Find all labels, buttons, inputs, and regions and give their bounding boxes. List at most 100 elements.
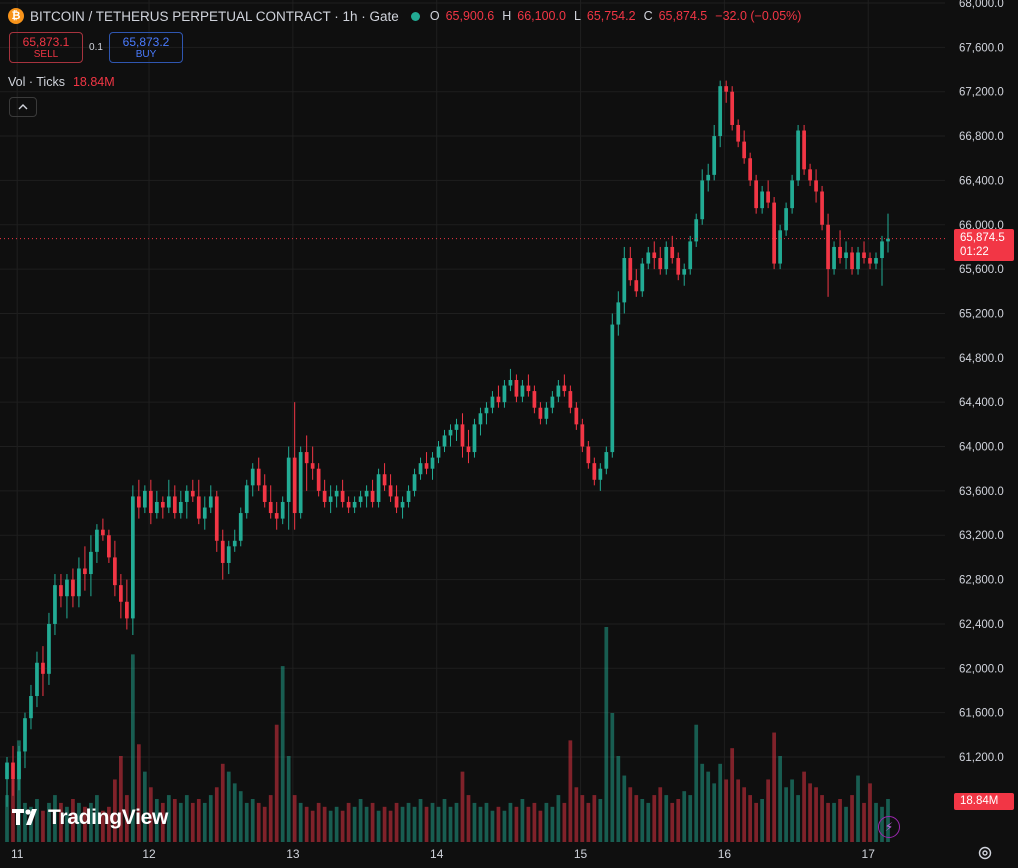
lightning-icon[interactable]: ⚡	[878, 816, 900, 838]
candle-body	[310, 463, 315, 469]
buy-button[interactable]: 65,873.2 BUY	[109, 32, 183, 63]
volume-bar	[574, 787, 579, 842]
gear-icon[interactable]	[977, 845, 993, 861]
candle-body	[730, 91, 735, 125]
volume-bar	[334, 806, 339, 842]
volume-bar	[724, 779, 729, 842]
volume-bar	[520, 799, 525, 842]
high-value: 66,100.0	[517, 9, 566, 23]
candle-body	[113, 557, 117, 586]
candle-body	[850, 252, 854, 270]
candle-body	[430, 457, 435, 469]
price-tick-label: 66,400.0	[959, 175, 1004, 187]
volume-bar	[808, 783, 812, 842]
candle-body	[712, 136, 717, 175]
candle-body	[436, 446, 441, 458]
volume-bar	[382, 806, 387, 842]
symbol-legend: ₿ BITCOIN / TETHERUS PERPETUAL CONTRACT …	[8, 6, 803, 26]
price-tick-label: 61,600.0	[959, 708, 1004, 720]
candle-body	[334, 490, 339, 497]
volume-bar	[874, 802, 878, 842]
market-status-icon	[410, 11, 420, 21]
candle-body	[490, 396, 495, 408]
candle-body	[502, 385, 507, 403]
volume-bar	[748, 795, 753, 842]
volume-bar	[472, 802, 477, 842]
volume-bar	[466, 795, 471, 842]
sell-label: SELL	[33, 49, 59, 60]
volume-bar	[304, 806, 309, 842]
candle-body	[328, 496, 333, 502]
candle-body	[544, 407, 549, 419]
candle-body	[256, 468, 261, 486]
candle-body	[628, 258, 633, 281]
candle-body	[304, 452, 309, 464]
volume-bar	[160, 802, 165, 842]
volume-bar	[682, 791, 687, 842]
candle-body	[412, 474, 417, 491]
candle-body	[736, 124, 741, 142]
volume-bar	[514, 806, 519, 842]
candle-body	[370, 490, 375, 502]
candle-body	[826, 224, 830, 270]
time-tick-label: 13	[286, 847, 300, 861]
candle-body	[214, 496, 219, 541]
candle-body	[202, 507, 207, 519]
collapse-legend-button[interactable]	[9, 97, 37, 117]
volume-bar	[868, 783, 872, 842]
price-tick-label: 61,200.0	[959, 752, 1004, 764]
candle-body	[65, 579, 69, 597]
volume-legend[interactable]: Vol · Ticks 18.84M	[8, 75, 115, 89]
candle-body	[23, 718, 27, 752]
close-value: 65,874.5	[658, 9, 708, 23]
volume-bar	[178, 802, 183, 842]
candle-body	[568, 391, 573, 408]
candle-body	[808, 169, 812, 181]
volume-bar	[376, 810, 381, 842]
candle-body	[880, 241, 884, 259]
symbol-title[interactable]: BITCOIN / TETHERUS PERPETUAL CONTRACT · …	[30, 8, 399, 24]
candle-body	[250, 468, 255, 486]
volume-bar	[346, 802, 351, 842]
candle-body	[622, 258, 627, 303]
candle-body	[298, 452, 303, 514]
volume-bar	[688, 795, 693, 842]
candle-body	[886, 238, 890, 242]
volume-bar	[136, 744, 141, 842]
volume-bar	[664, 795, 669, 842]
volume-bar	[316, 802, 321, 842]
candle-body	[262, 485, 267, 502]
tradingview-logo[interactable]: TradingView	[12, 806, 168, 830]
price-tick-label: 62,800.0	[959, 575, 1004, 587]
candle-body	[184, 490, 189, 502]
candle-body	[382, 474, 387, 486]
time-axis[interactable]: 11 12 13 14 15 16 17	[11, 847, 875, 861]
candle-body	[268, 501, 273, 514]
candle-body	[5, 762, 9, 780]
candle-body	[658, 258, 663, 270]
price-axis[interactable]: 61,200.0 61,600.0 62,000.0 62,400.0 62,800.0…	[959, 0, 1004, 764]
volume-bar	[220, 763, 225, 842]
volume-bar	[262, 806, 267, 842]
price-tick-label: 66,000.0	[959, 220, 1004, 232]
candle-body	[352, 501, 357, 508]
volume-bar	[244, 802, 249, 842]
volume-bar	[772, 732, 776, 842]
candle-body	[844, 252, 848, 259]
candle-body	[508, 380, 513, 386]
volume-bar	[113, 779, 117, 842]
volume-bar	[658, 787, 663, 842]
volume-bar	[670, 802, 675, 842]
open-value: 65,900.6	[445, 9, 495, 23]
candle-body	[406, 490, 411, 502]
volume-bar	[41, 810, 45, 842]
candle-body	[670, 246, 675, 259]
sell-button[interactable]: 65,873.1 SELL	[9, 32, 83, 63]
volume-bar	[280, 666, 285, 842]
volume-bar	[508, 802, 513, 842]
volume-bar	[568, 740, 573, 842]
volume-bar	[760, 799, 765, 842]
volume-bar	[622, 775, 627, 842]
candle-body	[652, 252, 657, 259]
